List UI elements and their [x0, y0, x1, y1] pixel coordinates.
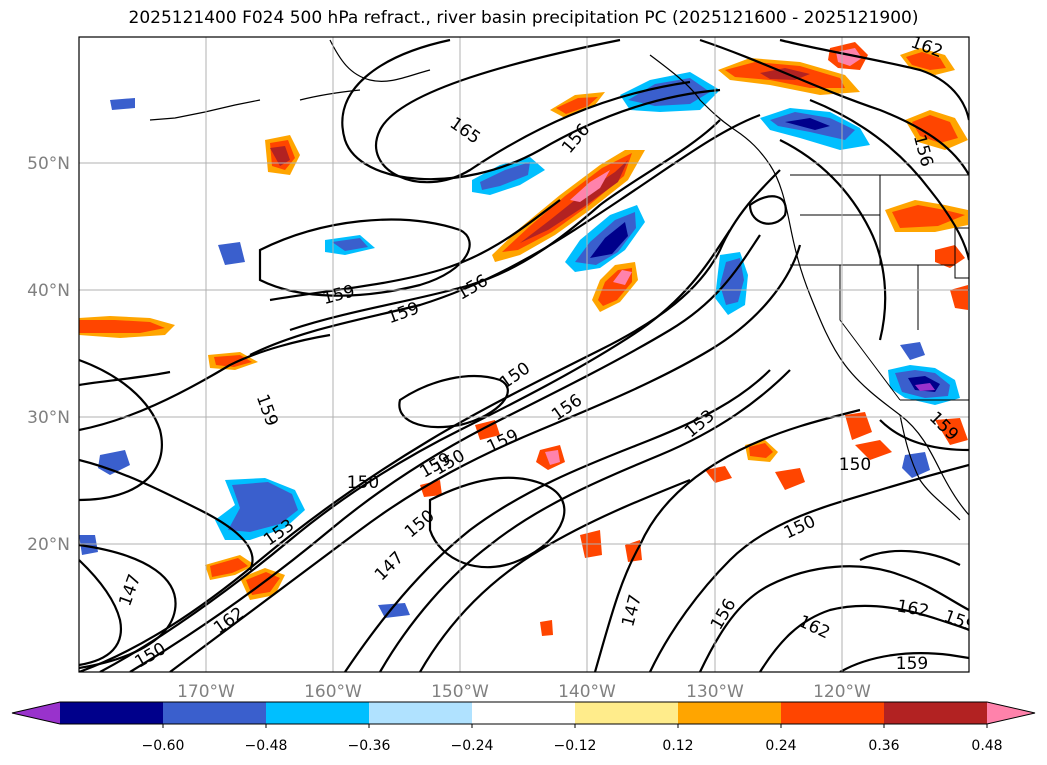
colorbar-cells	[12, 702, 1035, 724]
lon-tick-label: 150°W	[431, 682, 489, 702]
colorbar-cell	[163, 702, 267, 724]
contour-label: 150	[839, 455, 871, 475]
colorbar-extend-low	[12, 702, 60, 724]
lon-tick-label: 170°W	[177, 682, 235, 702]
colorbar-tick-label: 0.48	[971, 738, 1002, 754]
colorbar-tick-label: −0.36	[348, 738, 391, 754]
colorbar-cell	[781, 702, 885, 724]
contour-label: 150	[347, 473, 379, 493]
lon-tick-label: 160°W	[304, 682, 362, 702]
colorbar-ticks: −0.60 −0.48 −0.36 −0.24 −0.12 0.12 0.24 0.36 0.4…	[142, 724, 1003, 754]
contour-label: 159	[896, 654, 928, 674]
map-frame	[78, 36, 970, 673]
lon-tick-label: 120°W	[813, 682, 871, 702]
refractivity-contours	[79, 38, 969, 672]
colorbar-cell	[884, 702, 988, 724]
colorbar: −0.60 −0.48 −0.36 −0.24 −0.12 0.12 0.24 0.36 0.4…	[11, 701, 1036, 754]
gridlines	[79, 37, 969, 672]
colorbar-cell	[369, 702, 473, 724]
colorbar-cell	[60, 702, 164, 724]
colorbar-tick-label: 0.12	[662, 738, 693, 754]
colorbar-tick-label: −0.24	[451, 738, 494, 754]
colorbar-tick-label: −0.48	[245, 738, 288, 754]
latitude-labels: 50°N 40°N 30°N 20°N	[27, 154, 70, 555]
lon-tick-label: 130°W	[686, 682, 744, 702]
colorbar-tick-label: 0.24	[765, 738, 796, 754]
colorbar-extend-high	[987, 702, 1035, 724]
longitude-labels: 170°W 160°W 150°W 140°W 130°W 120°W	[177, 682, 871, 702]
state-borders	[790, 174, 969, 401]
colorbar-tick-label: −0.12	[554, 738, 597, 754]
lat-tick-label: 20°N	[27, 535, 70, 555]
lon-tick-label: 140°W	[558, 682, 616, 702]
colorbar-cell	[575, 702, 679, 724]
colorbar-cell	[266, 702, 370, 724]
lat-tick-label: 50°N	[27, 154, 70, 174]
coastlines	[149, 39, 969, 521]
colorbar-tick-label: −0.60	[142, 738, 185, 754]
colorbar-outline	[11, 701, 1036, 725]
colorbar-cell	[678, 702, 782, 724]
lat-tick-label: 40°N	[27, 281, 70, 301]
colorbar-tick-label: 0.36	[868, 738, 899, 754]
colorbar-cell	[472, 702, 576, 724]
lat-tick-label: 30°N	[27, 408, 70, 428]
map-title: 2025121400 F024 500 hPa refract., river …	[128, 8, 919, 28]
